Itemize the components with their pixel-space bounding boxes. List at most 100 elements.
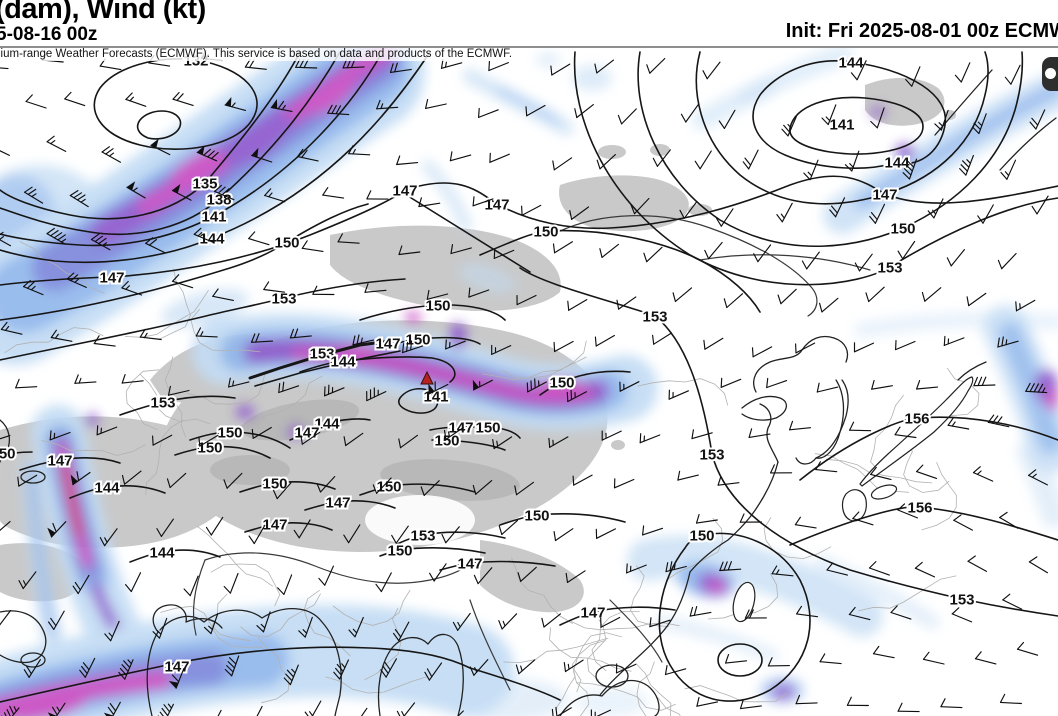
wind-barb <box>617 108 637 125</box>
contour-label: 147 <box>392 183 417 200</box>
wind-barb <box>940 698 963 709</box>
wind-barb <box>514 481 535 496</box>
wind-barb <box>380 658 397 678</box>
wind-barb <box>391 525 409 544</box>
wind-barb <box>428 381 449 395</box>
wind-barb <box>472 480 493 495</box>
wind-barb <box>922 651 945 665</box>
wind-barb <box>452 612 471 631</box>
wind-barb <box>0 609 12 626</box>
wind-barb <box>870 107 885 129</box>
admin-border <box>364 607 402 681</box>
wind-barb <box>946 249 965 267</box>
contour-label: 150 <box>524 508 549 525</box>
wind-barb <box>166 472 187 489</box>
peak-marker-icon <box>420 370 434 385</box>
contour-label: 156 <box>904 411 929 428</box>
wind-barb <box>450 244 472 255</box>
contour-label: 144 <box>94 480 120 497</box>
contour-label: 144 <box>314 416 340 433</box>
wind-barb <box>69 190 89 208</box>
wind-barb <box>572 474 593 486</box>
contour-label: 144 <box>884 155 910 172</box>
wind-barb <box>719 561 742 572</box>
wind-barb <box>337 233 360 244</box>
wind-barb <box>273 482 292 500</box>
wind-barb <box>894 426 917 439</box>
contour-label: 150 <box>425 298 450 315</box>
wind-barb <box>449 151 472 162</box>
valid-time: 5-08-16 00z <box>0 24 98 45</box>
contour-label: 144 <box>199 231 225 248</box>
wind-barb <box>748 428 771 438</box>
wind-barb <box>256 611 271 633</box>
wind-barb <box>897 240 916 260</box>
wind-barb <box>574 104 594 119</box>
admin-border <box>935 367 980 420</box>
contour-label: 144 <box>149 545 175 562</box>
wind-barb <box>24 186 44 204</box>
contour-label: 147 <box>580 605 605 622</box>
wind-barb <box>324 384 345 397</box>
admin-border <box>502 340 587 379</box>
wind-barb <box>1029 109 1046 130</box>
wind-barb <box>23 659 41 678</box>
wind-barb <box>846 696 869 707</box>
wind-barb <box>914 561 936 578</box>
contour-label: 144 <box>330 354 356 371</box>
coastline-layer <box>0 69 1057 716</box>
wind-barb <box>1025 382 1048 394</box>
wind-barb <box>0 231 12 247</box>
wind-barb <box>17 474 38 487</box>
wind-barb <box>619 381 640 392</box>
wind-barb <box>1004 64 1021 85</box>
contour-label: 150 <box>197 440 222 457</box>
wind-barb <box>196 145 219 162</box>
wind-barb <box>23 279 44 296</box>
admin-border <box>573 632 622 693</box>
wind-barb <box>396 155 419 166</box>
wind-barb <box>551 706 572 716</box>
wind-barb <box>853 342 875 353</box>
wind-barb <box>223 472 243 489</box>
wind-barb <box>844 150 860 172</box>
wind-barb <box>205 516 224 536</box>
wind-barb <box>951 607 973 623</box>
wind-barb <box>278 381 300 394</box>
wind-barb <box>974 651 997 665</box>
wind-barb <box>599 243 619 258</box>
wind-barb <box>525 104 546 117</box>
wind-barb <box>248 231 270 246</box>
wind-barb <box>472 196 494 207</box>
contour-labels-layer: 1321351381411441471501531471471501441411… <box>0 51 977 678</box>
wind-barb <box>0 321 23 335</box>
wind-barb <box>429 563 447 582</box>
contour-label: 153 <box>271 291 296 308</box>
contour-label: 138 <box>206 192 231 209</box>
contour-label: 153 <box>949 592 974 609</box>
map-overlay-button[interactable] <box>1042 57 1058 91</box>
wind-barb <box>590 709 611 716</box>
contour-label: 141 <box>201 209 226 226</box>
wind-barb <box>126 181 146 199</box>
wind-barb <box>595 528 616 539</box>
wind-barb <box>921 287 942 302</box>
wind-barb <box>895 340 916 351</box>
wind-barb <box>552 241 573 254</box>
wind-barb <box>852 511 874 526</box>
wind-barb <box>819 653 842 665</box>
wind-barb <box>905 66 921 87</box>
contour-label: 147 <box>262 517 287 534</box>
wind-barb <box>677 470 699 481</box>
wind-barb <box>869 203 886 224</box>
admin-border <box>903 439 950 493</box>
wind-barb <box>46 227 67 245</box>
wind-barb <box>223 572 239 594</box>
wind-barb <box>567 299 588 311</box>
wind-barb <box>526 378 547 393</box>
wind-barb <box>934 109 949 131</box>
wind-barb <box>826 562 848 576</box>
wind-barb <box>0 67 9 70</box>
contour-layer <box>0 51 1058 703</box>
